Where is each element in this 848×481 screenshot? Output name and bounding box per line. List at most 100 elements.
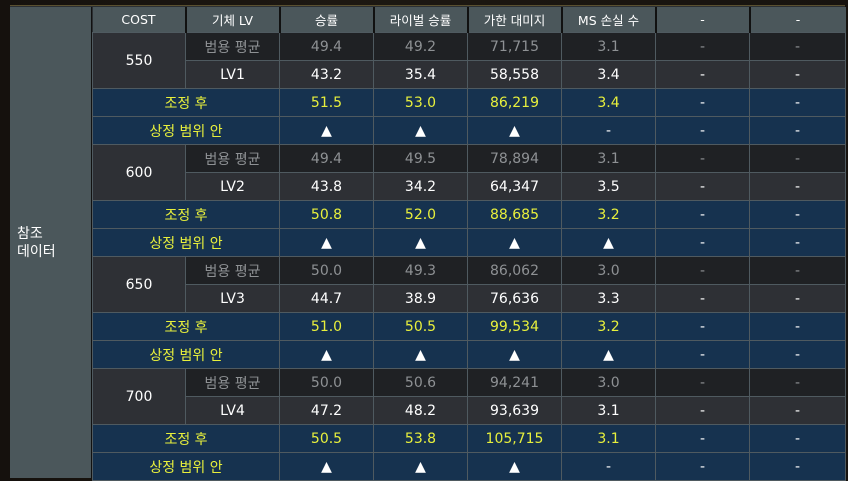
adjusted-empty-1: -: [655, 200, 750, 229]
unit-level-cell: LV3: [185, 284, 280, 313]
level-win-rate: 43.8: [279, 172, 374, 201]
level-empty-2: -: [749, 396, 846, 425]
reference-data-panel: 참조 데이터 COST 기체 LV 승률 라이벌 승률 가한 대미지 MS 손실…: [10, 5, 846, 481]
average-damage-dealt: 71,715: [467, 32, 562, 61]
up-triangle-icon: ▲: [561, 228, 656, 257]
table-row-level: LV3 44.7 38.9 76,636 3.3- -: [93, 284, 846, 313]
table-row-in-range: 상정 범위 안 ▲ ▲ ▲ ▲ - -: [92, 340, 846, 369]
level-win-rate: 43.2: [279, 60, 374, 89]
row-label-adjusted: 조정 후: [92, 424, 280, 453]
header-cost: COST: [92, 7, 187, 33]
in-range-empty-2: -: [749, 452, 846, 481]
row-label-in-range: 상정 범위 안: [92, 228, 280, 257]
adjusted-damage-dealt: 88,685: [467, 200, 562, 229]
up-triangle-icon: ▲: [373, 116, 468, 145]
adjusted-rival-win-rate: 53.8: [373, 424, 468, 453]
level-damage-dealt: 93,639: [467, 396, 562, 425]
row-label-adjusted: 조정 후: [92, 312, 280, 341]
row-label-in-range: 상정 범위 안: [92, 116, 280, 145]
average-damage-dealt: 94,241: [467, 368, 562, 397]
level-rival-win-rate: 48.2: [373, 396, 468, 425]
row-label-average: 범용 평균: [185, 256, 280, 285]
unit-level-cell: LV4: [185, 396, 280, 425]
level-ms-losses: 3.3: [561, 284, 656, 313]
table-row-in-range: 상정 범위 안 ▲ ▲ ▲ ▲ - -: [92, 228, 846, 257]
level-rival-win-rate: 34.2: [373, 172, 468, 201]
cost-cell: 650: [92, 256, 186, 313]
table-row-adjusted: 조정 후 50.5 53.8 105,715 3.1- -: [92, 424, 846, 453]
average-win-rate: 50.0: [279, 256, 374, 285]
level-rival-win-rate: 38.9: [373, 284, 468, 313]
adjusted-ms-losses: 3.2: [561, 200, 656, 229]
in-range-empty-1: -: [655, 116, 750, 145]
level-empty-2: -: [749, 172, 846, 201]
level-ms-losses: 3.4: [561, 60, 656, 89]
level-win-rate: 47.2: [279, 396, 374, 425]
average-ms-losses: 3.1: [561, 32, 656, 61]
in-range-empty-2: -: [749, 340, 846, 369]
up-triangle-icon: ▲: [373, 228, 468, 257]
average-rival-win-rate: 49.5: [373, 144, 468, 173]
in-range-empty-1: -: [655, 340, 750, 369]
adjusted-ms-losses: 3.4: [561, 88, 656, 117]
header-damage-dealt: 가한 대미지: [467, 7, 563, 33]
adjusted-win-rate: 50.5: [279, 424, 374, 453]
cost-cell: 600: [92, 144, 186, 201]
up-triangle-icon: ▲: [279, 452, 374, 481]
level-empty-2: -: [749, 60, 846, 89]
level-damage-dealt: 64,347: [467, 172, 562, 201]
level-ms-losses: 3.1: [561, 396, 656, 425]
unit-level-cell: LV1: [185, 60, 280, 89]
row-label-adjusted: 조정 후: [92, 88, 280, 117]
level-empty-1: -: [655, 396, 750, 425]
cost-cell: 700: [92, 368, 186, 425]
table-row-average: 550 범용 평균 49.4 49.2 71,715 3.1- -: [92, 32, 846, 89]
level-rival-win-rate: 35.4: [373, 60, 468, 89]
table-row-adjusted: 조정 후 51.0 50.5 99,534 3.2- -: [92, 312, 846, 341]
up-triangle-icon: ▲: [467, 340, 562, 369]
average-damage-dealt: 78,894: [467, 144, 562, 173]
header-empty-2: -: [749, 7, 846, 33]
reference-data-label-line2: 데이터: [17, 244, 56, 260]
in-range-empty-1: -: [655, 452, 750, 481]
table-header-row: COST 기체 LV 승률 라이벌 승률 가한 대미지 MS 손실 수 - -: [92, 7, 846, 33]
cost-cell: 550: [92, 32, 186, 89]
adjusted-empty-2: -: [749, 200, 846, 229]
adjusted-ms-losses: 3.1: [561, 424, 656, 453]
in-range-ms-losses: -: [561, 452, 656, 481]
average-win-rate: 50.0: [279, 368, 374, 397]
in-range-empty-2: -: [749, 116, 846, 145]
in-range-empty-1: -: [655, 228, 750, 257]
level-damage-dealt: 58,558: [467, 60, 562, 89]
in-range-empty-2: -: [749, 228, 846, 257]
adjusted-damage-dealt: 105,715: [467, 424, 562, 453]
up-triangle-icon: ▲: [373, 452, 468, 481]
unit-level-cell: LV2: [185, 172, 280, 201]
table-row-level: LV4 47.2 48.2 93,639 3.1- -: [93, 396, 846, 425]
table-row-adjusted: 조정 후 50.8 52.0 88,685 3.2- -: [92, 200, 846, 229]
average-empty-2: -: [749, 368, 846, 397]
up-triangle-icon: ▲: [467, 228, 562, 257]
up-triangle-icon: ▲: [467, 452, 562, 481]
up-triangle-icon: ▲: [373, 340, 468, 369]
average-rival-win-rate: 50.6: [373, 368, 468, 397]
average-empty-2: -: [749, 32, 846, 61]
up-triangle-icon: ▲: [279, 228, 374, 257]
average-empty-1: -: [655, 32, 750, 61]
header-rival-win-rate: 라이벌 승률: [373, 7, 469, 33]
average-empty-2: -: [749, 144, 846, 173]
average-win-rate: 49.4: [279, 32, 374, 61]
adjusted-win-rate: 50.8: [279, 200, 374, 229]
balance-data-table: COST 기체 LV 승률 라이벌 승률 가한 대미지 MS 손실 수 - - …: [92, 7, 846, 481]
average-damage-dealt: 86,062: [467, 256, 562, 285]
average-ms-losses: 3.0: [561, 256, 656, 285]
level-win-rate: 44.7: [279, 284, 374, 313]
adjusted-empty-1: -: [655, 88, 750, 117]
row-label-average: 범용 평균: [185, 144, 280, 173]
adjusted-rival-win-rate: 52.0: [373, 200, 468, 229]
row-label-in-range: 상정 범위 안: [92, 452, 280, 481]
average-empty-2: -: [749, 256, 846, 285]
level-empty-1: -: [655, 172, 750, 201]
row-label-average: 범용 평균: [185, 368, 280, 397]
average-empty-1: -: [655, 368, 750, 397]
